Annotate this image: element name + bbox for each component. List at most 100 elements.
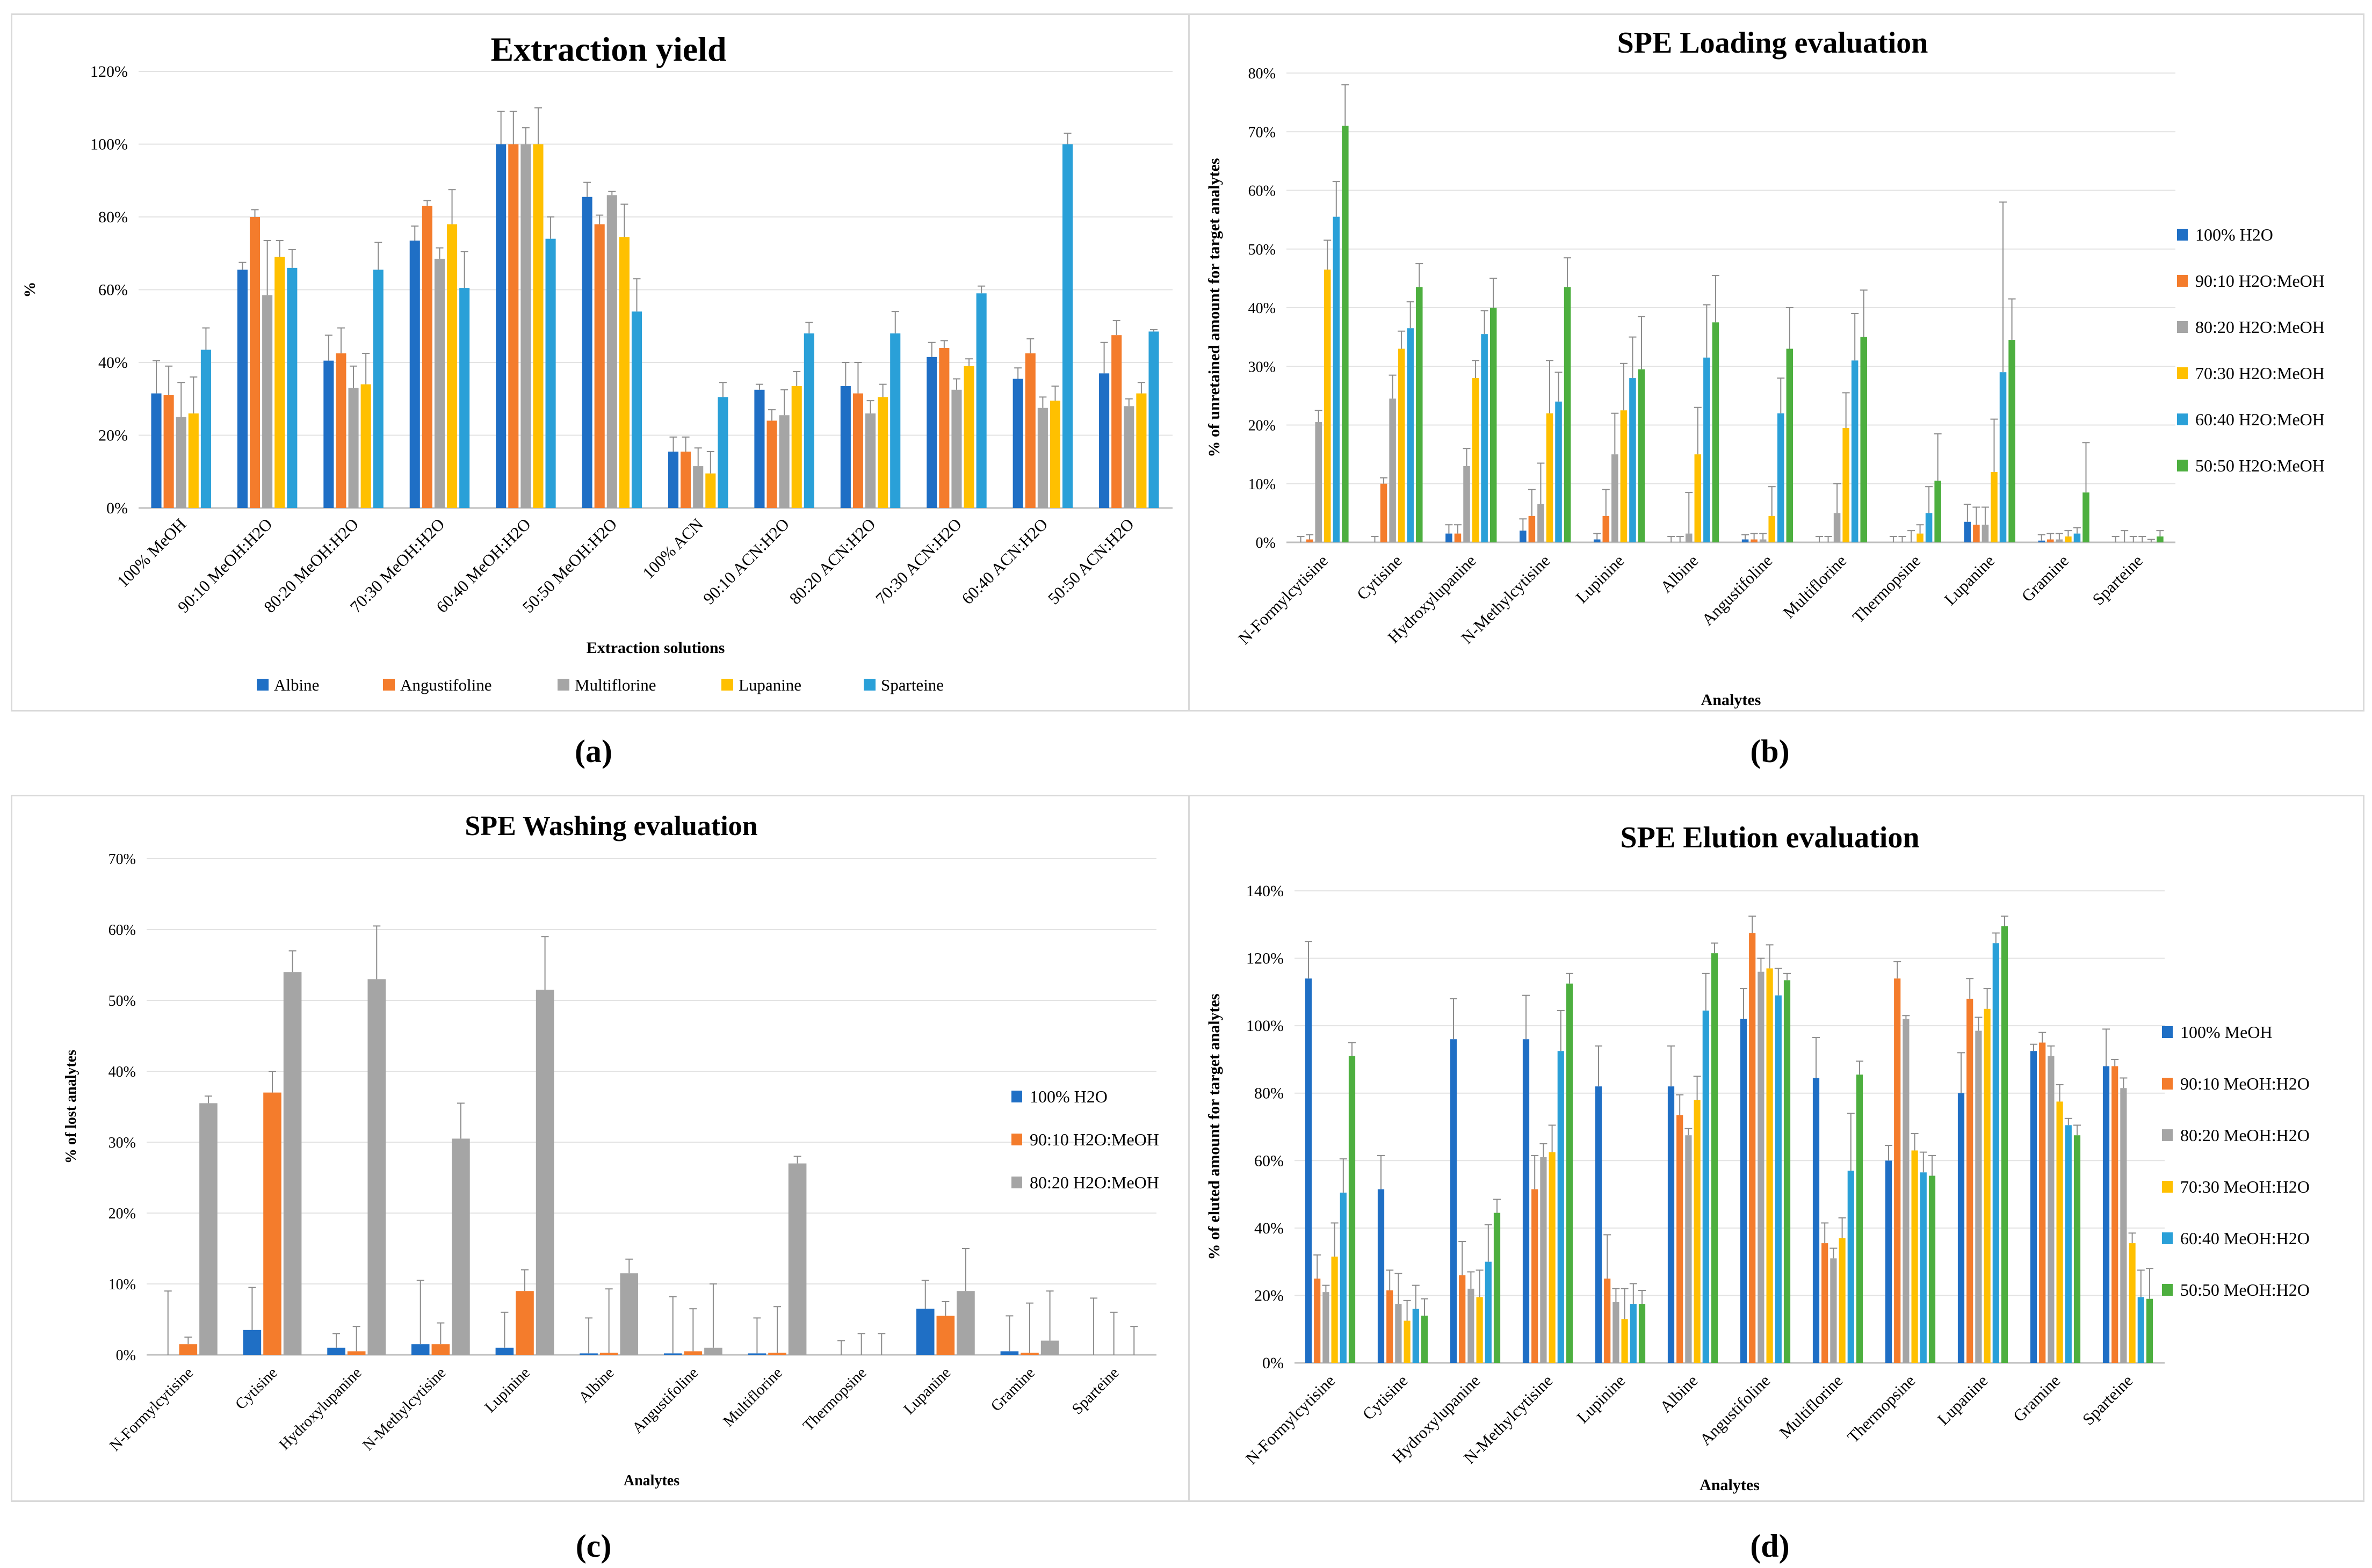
bar: [1593, 539, 1601, 542]
x-tick-label: Cytisine: [232, 1364, 281, 1413]
y-tick-label: 0%: [116, 1347, 136, 1364]
bar: [788, 1163, 807, 1355]
bar: [1021, 1353, 1039, 1355]
bar: [1314, 1279, 1321, 1363]
bar: [1621, 1319, 1628, 1363]
bar: [1331, 1257, 1338, 1363]
bar: [1407, 328, 1414, 542]
bar: [1520, 531, 1527, 542]
bar: [545, 238, 556, 508]
bar: [1885, 1160, 1892, 1363]
bar: [599, 1353, 618, 1355]
legend-label: Sparteine: [881, 676, 944, 694]
caption-c: (c): [575, 1528, 612, 1564]
legend-swatch: [1011, 1091, 1022, 1102]
chart-panel-spe-loading: SPE Loading evaluation 0% 10% 20% 30% 40% 50% 6…: [1188, 13, 2364, 712]
bar: [1638, 1304, 1646, 1363]
bar: [1062, 144, 1073, 508]
bar: [1612, 1302, 1619, 1363]
bar: [890, 333, 901, 508]
x-tick-label: 90:10 MeOH:H2O: [174, 514, 276, 616]
bar: [693, 466, 704, 508]
bar: [2056, 539, 2063, 542]
chart-panel-spe-elution: SPE Elution evaluation 0% 20% 40% 60% 80% 100%…: [1188, 795, 2364, 1502]
y-tick-label: 140%: [1246, 882, 1284, 900]
x-tick-label: 60:40 ACN:H2O: [958, 514, 1051, 608]
bar: [878, 397, 888, 508]
bar: [283, 972, 302, 1355]
x-tick-label: Lupanine: [900, 1364, 954, 1418]
x-tick-label: Sparteine: [2079, 1371, 2137, 1429]
chart-title: Extraction yield: [490, 30, 726, 68]
x-tick-label: 90:10 ACN:H2O: [699, 514, 793, 608]
bar: [2146, 1298, 2153, 1363]
bar: [2008, 340, 2015, 542]
y-tick-label: 50%: [109, 993, 136, 1010]
x-tick-label: N-Formylcytisine: [1242, 1371, 1339, 1468]
bar: [1991, 471, 1998, 542]
y-tick-label: 120%: [90, 63, 128, 81]
bar: [748, 1353, 766, 1355]
bar: [1712, 322, 1719, 542]
y-tick-label: 70%: [109, 851, 136, 868]
bar: [1124, 406, 1134, 508]
legend-swatch: [2162, 1284, 2173, 1296]
bar: [1676, 1115, 1683, 1363]
x-tick-label: N-Formylcytisine: [106, 1364, 197, 1454]
bar: [1973, 525, 1980, 542]
x-tick-label: Thermopsine: [800, 1364, 870, 1434]
bar: [976, 293, 987, 508]
bar: [533, 144, 544, 508]
x-tick-label: Lupanine: [1941, 551, 1999, 609]
bar: [1964, 521, 1971, 542]
legend-label: 60:40 H2O:MeOH: [2195, 410, 2325, 429]
x-tick-label: 60:40 MeOH:H2O: [432, 514, 534, 616]
legend-swatch: [2177, 321, 2188, 333]
x-tick-label: Angustifoline: [1696, 1371, 1774, 1449]
bar: [336, 353, 346, 508]
legend-label: 80:20 H2O:MeOH: [1030, 1173, 1159, 1192]
bar: [263, 1092, 281, 1355]
bar: [287, 267, 298, 508]
x-tick-label: Gramine: [2018, 551, 2072, 605]
caption-b: (b): [1750, 734, 1790, 769]
bar: [791, 386, 802, 508]
bar: [1694, 1100, 1701, 1363]
bar: [495, 1347, 514, 1355]
y-tick-label: 60%: [1248, 183, 1276, 200]
x-tick-label: Cytisine: [1359, 1371, 1412, 1424]
x-tick-label: Thermopsine: [1843, 1371, 1919, 1446]
bar: [1984, 1008, 1991, 1363]
bar: [1630, 1304, 1637, 1363]
bar: [1925, 513, 1933, 542]
spe-loading-chart: SPE Loading evaluation 0% 10% 20% 30% 40% 50% 6…: [1205, 26, 2325, 709]
legend-swatch: [721, 679, 733, 691]
x-tick-label: N-Methylcytisine: [359, 1364, 449, 1454]
x-tick-label: Cytisine: [1353, 551, 1406, 604]
y-tick-label: 0%: [1262, 1354, 1284, 1372]
bar: [1694, 454, 1702, 542]
legend-label: 70:30 H2O:MeOH: [2195, 364, 2325, 383]
x-tick-label: N-Formylcytisine: [1234, 551, 1332, 648]
bar: [1025, 353, 1036, 508]
x-tick-label: Gramine: [988, 1364, 1038, 1414]
bar: [2030, 1051, 2037, 1363]
x-tick-label: Multiflorine: [1776, 1371, 1847, 1442]
bar: [840, 386, 851, 508]
bar: [2073, 1135, 2081, 1363]
bar: [1398, 349, 1405, 542]
x-tick-label: Lupinine: [1572, 551, 1628, 607]
y-tick-label: 60%: [1254, 1152, 1284, 1170]
bar: [243, 1330, 262, 1355]
bar: [1766, 968, 1773, 1363]
bar: [1749, 933, 1756, 1363]
bar: [200, 350, 211, 508]
bar: [1111, 335, 1122, 508]
y-tick-label: 80%: [1248, 66, 1276, 82]
legend-label: 60:40 MeOH:H2O: [2180, 1229, 2310, 1248]
chart-title: SPE Loading evaluation: [1617, 26, 1928, 60]
bar: [1348, 1056, 1356, 1363]
bar: [1485, 1261, 1492, 1363]
bar: [1555, 401, 1562, 542]
bar: [360, 384, 371, 508]
